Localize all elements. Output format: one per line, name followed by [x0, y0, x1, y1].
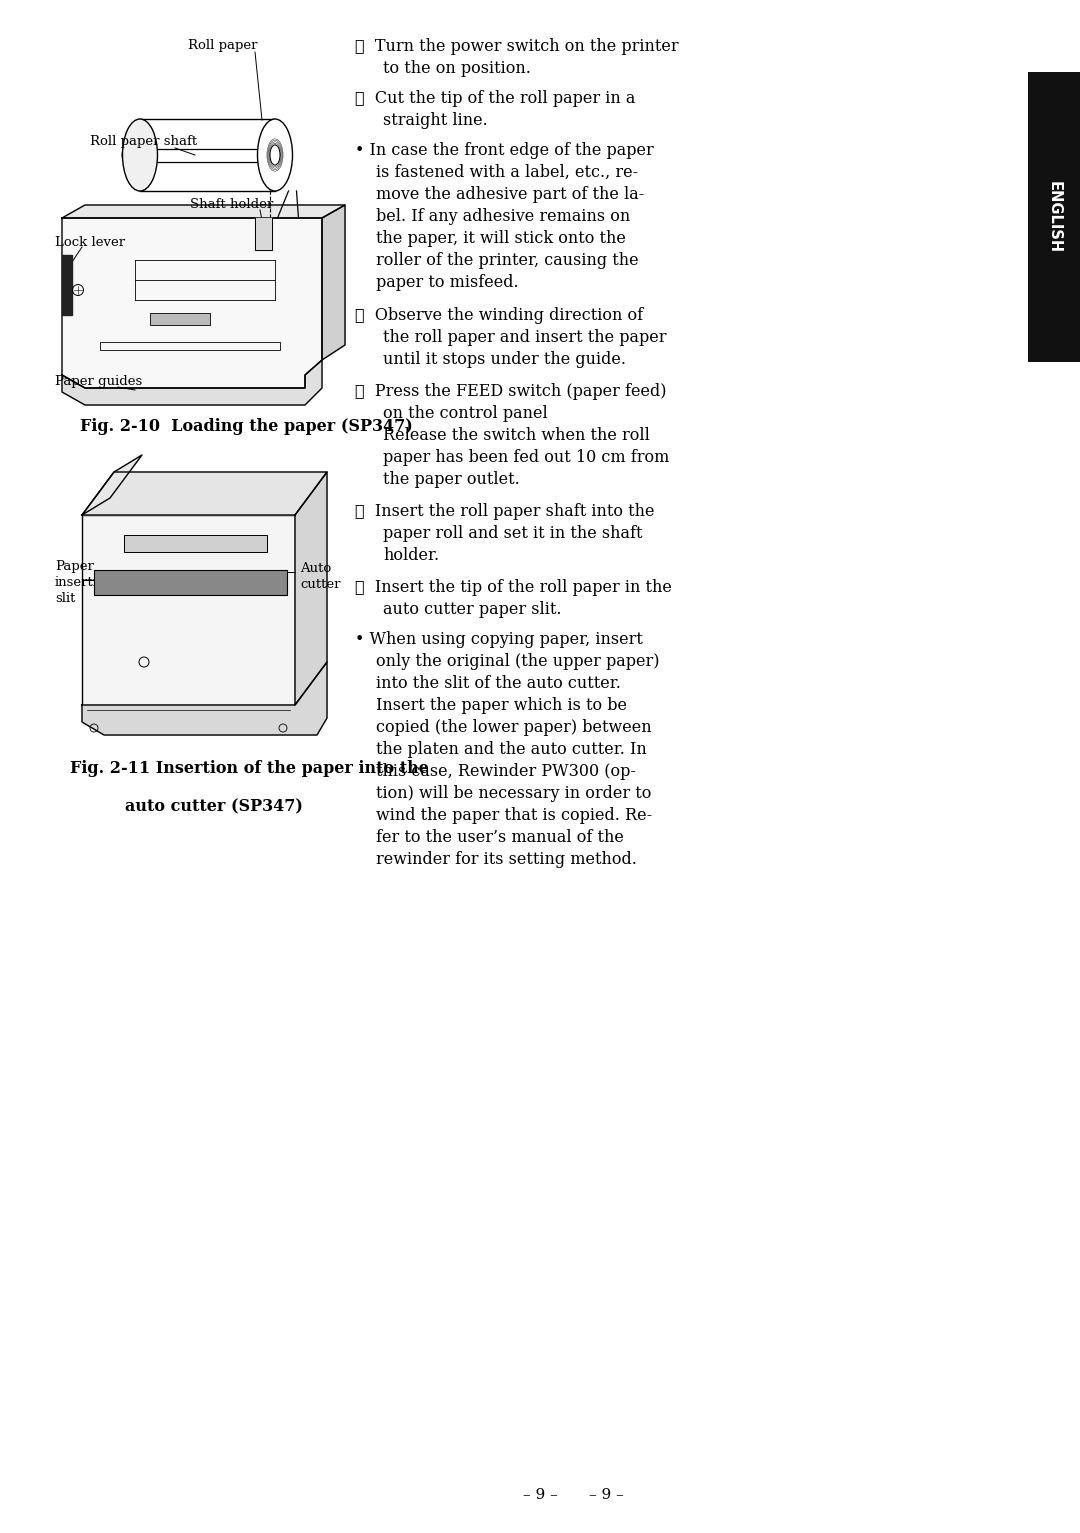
Text: ⑨  Observe the winding direction of: ⑨ Observe the winding direction of: [355, 307, 643, 323]
Text: move the adhesive part of the la-: move the adhesive part of the la-: [376, 185, 645, 202]
Polygon shape: [255, 218, 272, 250]
Text: • When using copying paper, insert: • When using copying paper, insert: [355, 632, 643, 648]
Text: on the control panel: on the control panel: [383, 405, 548, 422]
Text: bel. If any adhesive remains on: bel. If any adhesive remains on: [376, 208, 631, 225]
Text: Release the switch when the roll: Release the switch when the roll: [383, 428, 650, 445]
Text: paper has been fed out 10 cm from: paper has been fed out 10 cm from: [383, 449, 670, 466]
Polygon shape: [322, 205, 345, 360]
Polygon shape: [62, 218, 322, 388]
Polygon shape: [295, 472, 327, 705]
Text: until it stops under the guide.: until it stops under the guide.: [383, 351, 626, 368]
Polygon shape: [82, 455, 141, 515]
Bar: [1028, 72, 1080, 362]
Text: the paper, it will stick onto the: the paper, it will stick onto the: [376, 230, 626, 247]
Text: ENGLISH: ENGLISH: [1047, 181, 1062, 253]
Text: – 9 –: – 9 –: [589, 1489, 624, 1502]
Text: • In case the front edge of the paper: • In case the front edge of the paper: [355, 143, 653, 159]
Text: ⑪  Insert the roll paper shaft into the: ⑪ Insert the roll paper shaft into the: [355, 503, 654, 520]
Bar: [94, 570, 287, 595]
Text: auto cutter (SP347): auto cutter (SP347): [125, 799, 302, 816]
Polygon shape: [62, 254, 72, 314]
Text: into the slit of the auto cutter.: into the slit of the auto cutter.: [376, 675, 621, 691]
Text: ⑩  Press the FEED switch (paper feed): ⑩ Press the FEED switch (paper feed): [355, 383, 666, 400]
Text: paper to misfeed.: paper to misfeed.: [376, 274, 518, 291]
Ellipse shape: [257, 120, 293, 192]
Ellipse shape: [122, 149, 129, 161]
Bar: [100, 342, 280, 350]
Text: this case, Rewinder PW300 (op-: this case, Rewinder PW300 (op-: [376, 763, 636, 780]
Text: ⑫  Insert the tip of the roll paper in the: ⑫ Insert the tip of the roll paper in th…: [355, 579, 672, 596]
Text: Auto
cutter: Auto cutter: [300, 563, 340, 592]
Text: to the on position.: to the on position.: [383, 60, 531, 77]
Text: is fastened with a label, etc., re-: is fastened with a label, etc., re-: [376, 164, 638, 181]
Text: Fig. 2-10  Loading the paper (SP347): Fig. 2-10 Loading the paper (SP347): [80, 419, 413, 435]
Text: the platen and the auto cutter. In: the platen and the auto cutter. In: [376, 740, 647, 757]
Text: Fig. 2-11 Insertion of the paper into the: Fig. 2-11 Insertion of the paper into th…: [70, 760, 429, 777]
Bar: [124, 535, 267, 552]
Polygon shape: [62, 205, 345, 218]
Text: Paper
insertion
slit: Paper insertion slit: [55, 560, 114, 606]
Text: rewinder for its setting method.: rewinder for its setting method.: [376, 851, 637, 868]
Polygon shape: [82, 662, 327, 734]
Text: auto cutter paper slit.: auto cutter paper slit.: [383, 601, 562, 618]
Text: Roll paper: Roll paper: [188, 38, 257, 52]
Text: Lock lever: Lock lever: [55, 236, 125, 248]
Ellipse shape: [122, 120, 158, 192]
Text: wind the paper that is copied. Re-: wind the paper that is copied. Re-: [376, 806, 652, 825]
Text: copied (the lower paper) between: copied (the lower paper) between: [376, 719, 651, 736]
Text: Roll paper shaft: Roll paper shaft: [90, 135, 198, 149]
Text: only the original (the upper paper): only the original (the upper paper): [376, 653, 660, 670]
Text: straight line.: straight line.: [383, 112, 488, 129]
Text: fer to the user’s manual of the: fer to the user’s manual of the: [376, 829, 624, 846]
Text: ⑦  Turn the power switch on the printer: ⑦ Turn the power switch on the printer: [355, 38, 678, 55]
Text: ⑧  Cut the tip of the roll paper in a: ⑧ Cut the tip of the roll paper in a: [355, 90, 635, 107]
Bar: [150, 313, 210, 325]
Text: Paper guides: Paper guides: [55, 376, 143, 388]
Text: paper roll and set it in the shaft: paper roll and set it in the shaft: [383, 524, 643, 543]
Text: tion) will be necessary in order to: tion) will be necessary in order to: [376, 785, 651, 802]
Text: holder.: holder.: [383, 547, 440, 564]
Polygon shape: [62, 360, 322, 405]
Text: Insert the paper which is to be: Insert the paper which is to be: [376, 698, 627, 714]
FancyBboxPatch shape: [82, 515, 295, 705]
Ellipse shape: [270, 146, 280, 166]
Text: roller of the printer, causing the: roller of the printer, causing the: [376, 251, 638, 268]
Text: the roll paper and insert the paper: the roll paper and insert the paper: [383, 330, 666, 346]
Polygon shape: [82, 472, 327, 515]
Text: the paper outlet.: the paper outlet.: [383, 471, 519, 487]
Text: – 9 –: – 9 –: [523, 1489, 557, 1502]
Text: Shaft holder: Shaft holder: [190, 198, 273, 212]
